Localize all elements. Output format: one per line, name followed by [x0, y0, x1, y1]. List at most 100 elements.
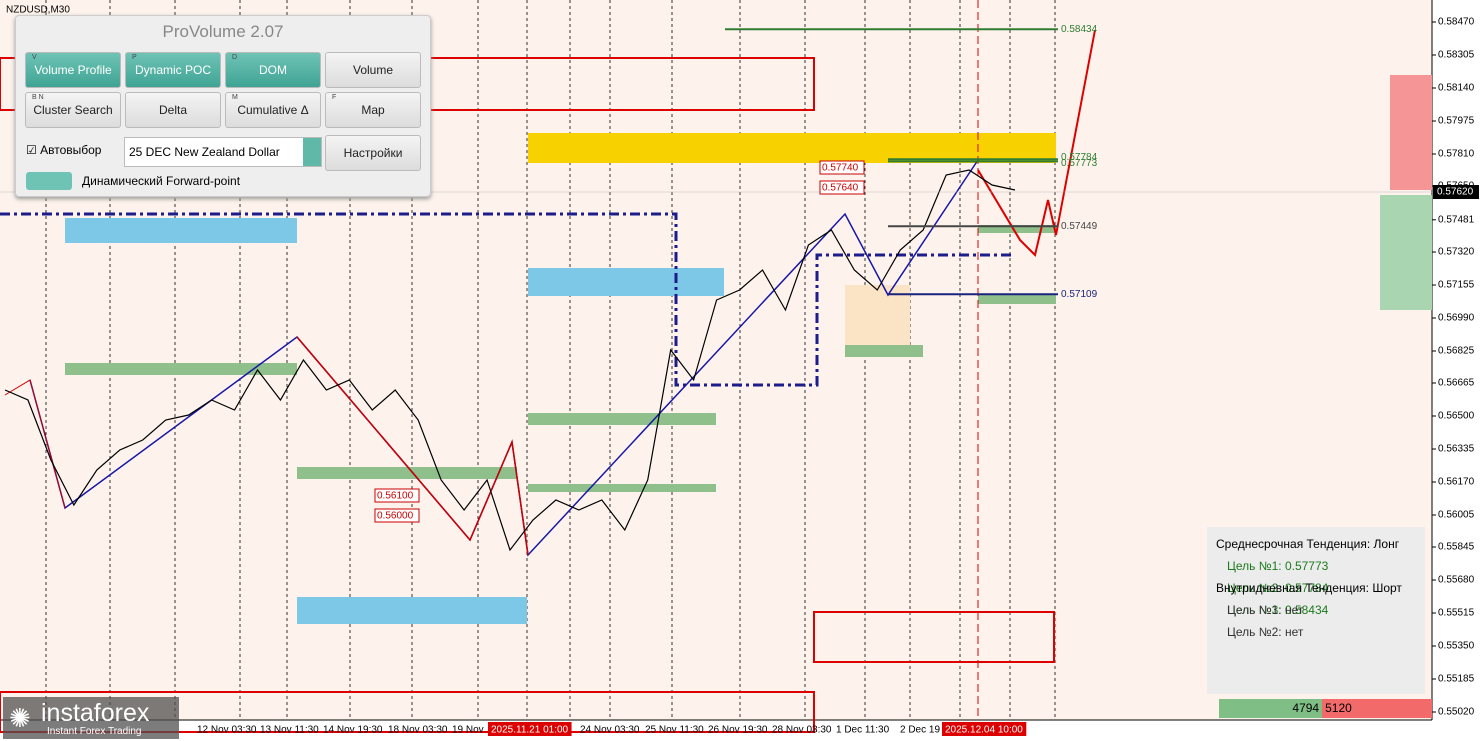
- x-tick-label: 2025.12.04 10:00: [945, 725, 1023, 736]
- logo: instaforex Instant Forex Trading ✺: [3, 697, 179, 739]
- level-label: 0.58434: [1061, 24, 1098, 35]
- red-level-box: [819, 160, 865, 175]
- logo-icon: ✺: [9, 703, 31, 733]
- y-tick-label: 0.56990: [1438, 313, 1475, 324]
- hotkey: M: [232, 94, 238, 101]
- symbol: NZDUSD,M30: [6, 5, 70, 16]
- forecast: [977, 29, 1096, 257]
- panel-title: ProVolume 2.07: [162, 22, 284, 41]
- x-tick-label: 18 Nov 03:30: [388, 725, 448, 736]
- instrument-select[interactable]: 25 DEC New Zealand Dollar: [124, 137, 322, 167]
- x-tick-label: 12 Nov 03:30: [197, 725, 257, 736]
- label: Delta: [158, 103, 187, 117]
- current-price-box: [1433, 185, 1479, 199]
- label: Автовыбор: [40, 143, 102, 157]
- tool-button[interactable]: Cumulative Δ M: [225, 92, 321, 128]
- y-tick-label: 0.57810: [1438, 149, 1475, 160]
- tool-button[interactable]: Volume Profile V: [25, 52, 121, 88]
- y-tick-label: 0.56825: [1438, 346, 1475, 357]
- volume-profile: [1390, 75, 1432, 190]
- label: Cumulative Δ: [237, 103, 309, 117]
- y-tick-label: 0.57481: [1438, 214, 1475, 225]
- red-level-label: 0.56000: [377, 511, 414, 522]
- y-tick-label: 0.55350: [1438, 641, 1475, 652]
- y-tick-label: 0.56335: [1438, 444, 1475, 455]
- price-line: [4, 169, 1016, 552]
- label: Dynamic POC: [134, 63, 211, 77]
- tool-button[interactable]: DOM D: [225, 52, 321, 88]
- volume-profile: [1380, 195, 1432, 310]
- x-tick-label: 28 Nov 03:30: [772, 725, 832, 736]
- level-label: 0.57773: [1061, 158, 1098, 169]
- level-label: 0.57109: [1061, 289, 1098, 300]
- zone: [528, 268, 724, 296]
- x-tick-label: 13 Nov 11:30: [260, 725, 319, 736]
- time-highlight: [942, 722, 1027, 736]
- tool-button[interactable]: Map F: [325, 92, 421, 128]
- settings-button[interactable]: Настройки: [325, 135, 421, 171]
- tool-button[interactable]: Cluster Search B N: [25, 92, 121, 128]
- label: Map: [361, 103, 385, 117]
- zone: [297, 597, 527, 624]
- time-highlight: [488, 722, 572, 736]
- trend: Среднесрочная Тенденция: Лонг: [1216, 537, 1400, 551]
- hotkey: F: [332, 94, 337, 101]
- x-tick-label: 24 Nov 03:30: [580, 725, 640, 736]
- x-tick-label: 2025.11.21 01:00: [491, 725, 569, 736]
- x-tick-label: 2 Dec 19: [900, 725, 940, 736]
- tool-button[interactable]: Volume: [325, 52, 421, 88]
- toggle[interactable]: [26, 172, 72, 190]
- hotkey: V: [32, 54, 37, 61]
- label: Volume Profile: [34, 63, 112, 77]
- target: Цель №3: 0.58434: [1227, 603, 1329, 617]
- y-tick-label: 0.56170: [1438, 477, 1475, 488]
- buy-volume: 4794: [1219, 699, 1323, 718]
- y-tick-label: 0.55020: [1438, 707, 1475, 718]
- y-tick-label: 0.56665: [1438, 378, 1475, 389]
- hotkey: D: [232, 54, 238, 61]
- red-level-label: 0.56100: [377, 491, 414, 502]
- label: DOM: [259, 63, 287, 77]
- hotkey: B N: [32, 94, 44, 101]
- label: 25 DEC New Zealand Dollar: [129, 145, 280, 159]
- target: Цель №2: нет: [1227, 625, 1304, 639]
- zone: [528, 413, 716, 425]
- price-plot: [4, 169, 1016, 552]
- tool-button[interactable]: Delta: [125, 92, 221, 128]
- target: Цель №1: нет: [1227, 603, 1304, 617]
- zone: [528, 484, 716, 492]
- y-tick-label: 0.55515: [1438, 608, 1475, 619]
- trend: Внутридневная Тенденция: Шорт: [1216, 581, 1402, 595]
- x-tick-label: 26 Nov 19:30: [708, 725, 768, 736]
- tool-button[interactable]: Dynamic POC P: [125, 52, 221, 88]
- x-tick-label: 25 Nov 11:30: [645, 725, 704, 736]
- targets: Цель №1: 0.57773 Цель №2: 0.57784 Цель №3:…: [1216, 555, 1425, 617]
- forward-point: Динамический Forward-point: [82, 174, 241, 188]
- y-tick-label: 0.55185: [1438, 674, 1475, 685]
- current-price-label: 0.57620: [1437, 187, 1474, 198]
- sell-volume: 5120: [1322, 699, 1432, 718]
- zone: [65, 363, 297, 375]
- zone: [65, 218, 297, 243]
- x-tick-label: 1 Dec 11:30: [836, 725, 890, 736]
- channel: [0, 212, 1012, 387]
- zone: [978, 225, 1056, 233]
- y-tick-label: 0.58470: [1438, 17, 1475, 28]
- auto-select[interactable]: ☑ Автовыбор: [26, 143, 102, 157]
- label: Cluster Search: [33, 103, 113, 117]
- y-tick-label: 0.57320: [1438, 247, 1475, 258]
- target: Цель №1: 0.57773: [1227, 559, 1329, 573]
- label: Volume: [352, 63, 394, 77]
- red-level-box: [374, 488, 420, 503]
- logo-tagline: Instant Forex Trading: [47, 726, 142, 737]
- zone-box: [813, 611, 1055, 663]
- red-level-box: [374, 508, 420, 523]
- time-axis: [0, 720, 1432, 741]
- trend-info: Среднесрочная Тенденция: Лонг Цель №1: 0…: [1207, 527, 1425, 694]
- level-label: 0.57784: [1061, 152, 1098, 163]
- label: Настройки: [343, 146, 403, 160]
- red-level-label: 0.57640: [822, 183, 859, 194]
- logo-name: instaforex: [41, 699, 150, 727]
- level-label: 0.57449: [1061, 221, 1098, 232]
